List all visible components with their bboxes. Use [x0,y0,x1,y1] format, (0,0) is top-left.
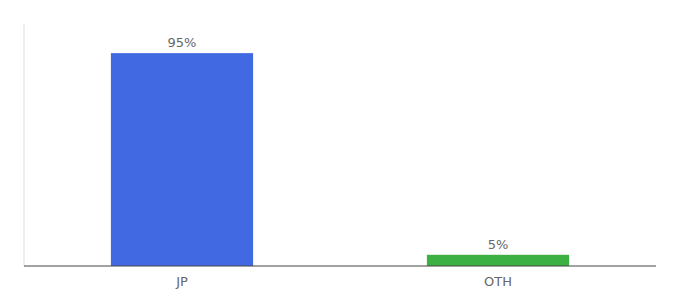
bars [111,53,569,266]
data-label: 95% [168,35,197,50]
x-tick-label: JP [175,274,188,289]
x-tick-label: OTH [484,274,512,289]
y-axis-line [24,24,25,266]
x-axis-line [24,266,656,267]
chart-container: 95% 5% JP OTH [0,0,680,300]
page: {"chart_data": {"type": "bar", "categori… [0,0,680,300]
bar [111,53,253,266]
bar [427,255,569,266]
data-label: 5% [488,237,509,252]
chart-svg: 95% 5% JP OTH [0,0,680,300]
